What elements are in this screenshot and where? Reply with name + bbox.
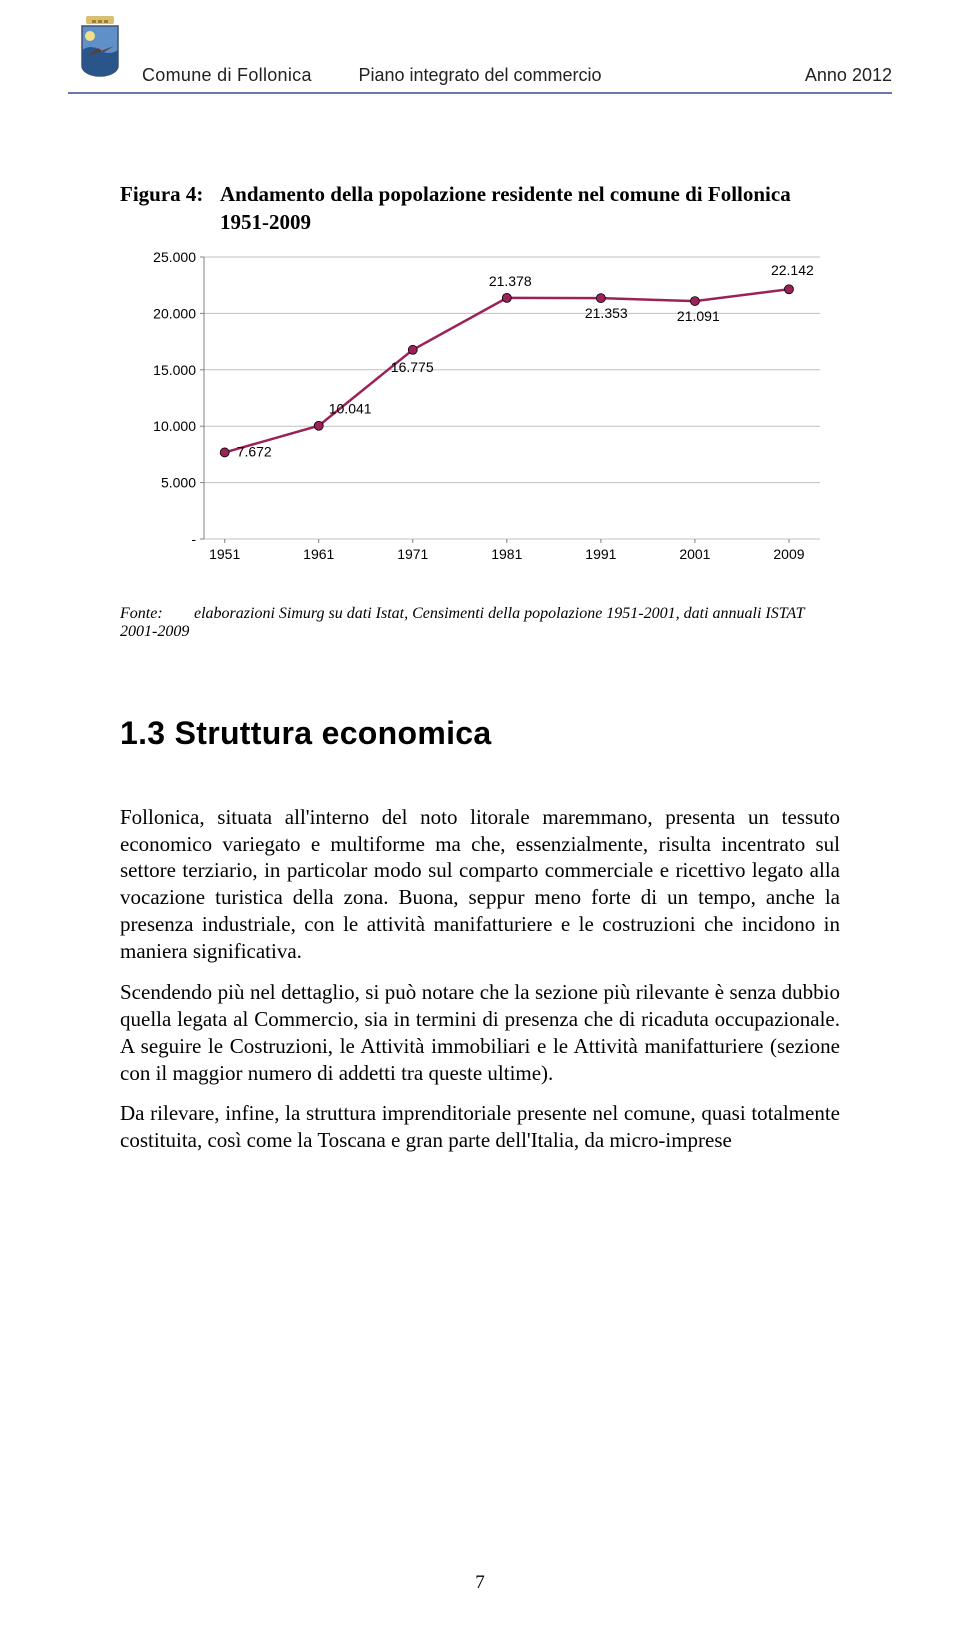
figure-label: Figura 4: <box>120 180 220 208</box>
svg-text:1991: 1991 <box>585 546 616 562</box>
header-right-text: Anno 2012 <box>805 65 892 86</box>
svg-text:16.775: 16.775 <box>391 358 434 374</box>
page-header: Comune di Follonica Piano integrato del … <box>68 26 892 94</box>
page-number: 7 <box>475 1572 485 1594</box>
svg-text:2009: 2009 <box>773 546 804 562</box>
svg-text:7.672: 7.672 <box>237 443 272 459</box>
section-heading: 1.3 Struttura economica <box>120 715 840 752</box>
source-label: Fonte: <box>120 605 190 623</box>
svg-text:1981: 1981 <box>491 546 522 562</box>
municipal-logo <box>68 16 132 80</box>
svg-text:21.091: 21.091 <box>677 308 720 324</box>
svg-text:20.000: 20.000 <box>153 305 196 321</box>
section-number: 1.3 <box>120 715 165 751</box>
paragraph: Scendendo più nel dettaglio, si può nota… <box>120 979 840 1087</box>
svg-text:25.000: 25.000 <box>153 251 196 265</box>
svg-text:5.000: 5.000 <box>161 474 196 490</box>
section-title: Struttura economica <box>175 715 492 751</box>
svg-text:10.000: 10.000 <box>153 418 196 434</box>
figure-title: Andamento della popolazione residente ne… <box>220 180 820 237</box>
svg-text:10.041: 10.041 <box>329 400 372 416</box>
svg-text:1961: 1961 <box>303 546 334 562</box>
svg-text:15.000: 15.000 <box>153 361 196 377</box>
body-text: Follonica, situata all'interno del noto … <box>120 804 840 1155</box>
source-line: Fonte: elaborazioni Simurg su dati Istat… <box>120 605 840 641</box>
header-center-text: Piano integrato del commercio <box>358 65 601 86</box>
svg-text:1971: 1971 <box>397 546 428 562</box>
figure-caption: Figura 4:Andamento della popolazione res… <box>120 180 840 237</box>
svg-text:-: - <box>191 531 196 547</box>
source-text: elaborazioni Simurg su dati Istat, Censi… <box>120 605 804 640</box>
population-chart: - 5.000 10.000 15.000 20.000 25.000 1951 1961 19… <box>140 251 830 567</box>
page-content: Figura 4:Andamento della popolazione res… <box>120 180 840 1168</box>
paragraph: Da rilevare, infine, la struttura impren… <box>120 1100 840 1154</box>
svg-text:2001: 2001 <box>679 546 710 562</box>
svg-text:21.378: 21.378 <box>489 273 532 289</box>
svg-text:1951: 1951 <box>209 546 240 562</box>
svg-text:22.142: 22.142 <box>771 262 814 278</box>
svg-text:21.353: 21.353 <box>585 305 628 321</box>
header-left-text: Comune di Follonica <box>142 65 312 86</box>
paragraph: Follonica, situata all'interno del noto … <box>120 804 840 965</box>
